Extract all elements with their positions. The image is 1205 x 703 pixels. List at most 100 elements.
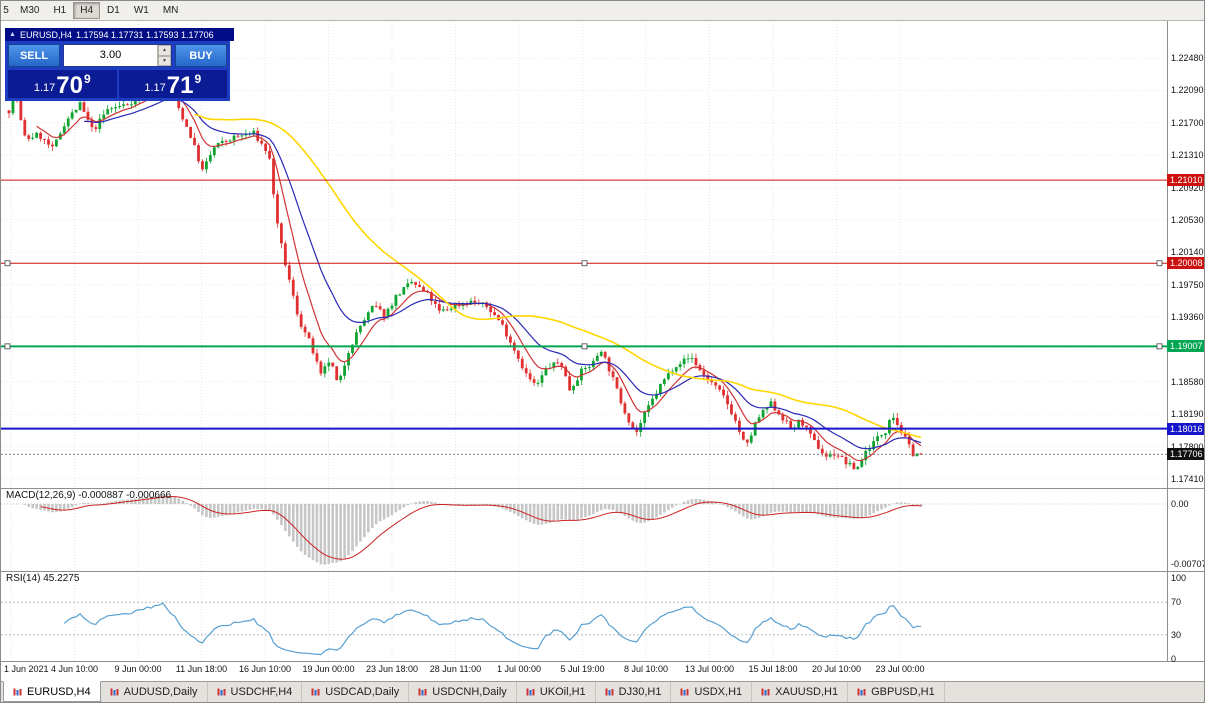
chart-tab-label: AUDUSD,Daily bbox=[123, 686, 198, 698]
price-tick: 1.22090 bbox=[1171, 85, 1204, 96]
horizontal-level-lines bbox=[1, 179, 1167, 455]
quote-ohlc: 1.17594 1.17731 1.17593 1.17706 bbox=[75, 29, 214, 40]
rsi-indicator bbox=[1, 601, 1167, 656]
time-axis[interactable]: 1 Jun 2021 4 Jun 10:00 9 Jun 00:00 11 Jun 1… bbox=[1, 663, 1167, 679]
moving-averages bbox=[36, 90, 922, 462]
chart-tab-ukoil-h1[interactable]: UKOil,H1 bbox=[517, 682, 596, 702]
chart-icon bbox=[311, 687, 321, 697]
collapse-arrow-icon[interactable]: ▲ bbox=[9, 31, 16, 38]
sell-price-prefix: 1.17 bbox=[33, 82, 56, 94]
chart-tab-label: USDX,H1 bbox=[694, 686, 743, 698]
time-label: 1 Jul 00:00 bbox=[496, 664, 542, 674]
price-tick: 1.19750 bbox=[1171, 279, 1204, 290]
chart-tab-xauusd-h1[interactable]: XAUUSD,H1 bbox=[752, 682, 849, 702]
price-tick: 1.20530 bbox=[1171, 214, 1204, 225]
quote-symbol: EURUSD,H4 bbox=[19, 29, 72, 40]
time-label: 8 Jul 10:00 bbox=[623, 664, 669, 674]
time-label: 1 Jun 2021 bbox=[4, 664, 49, 674]
time-label: 4 Jun 10:00 bbox=[50, 664, 99, 674]
chart-tab-label: EURUSD,H4 bbox=[27, 685, 91, 698]
chart-tab-gbpusd-h1[interactable]: GBPUSD,H1 bbox=[848, 682, 945, 702]
price-level-badge: 1.19007 bbox=[1167, 340, 1204, 353]
price-tick: 1.19360 bbox=[1171, 312, 1204, 323]
timeframe-toolbar: 5 M30 H1 H4 D1 W1 MN bbox=[1, 1, 1204, 21]
sell-price[interactable]: 1.17 70 9 bbox=[8, 70, 117, 98]
price-tick: 1.17800 bbox=[1171, 441, 1204, 452]
chart-tab-label: GBPUSD,H1 bbox=[871, 686, 935, 698]
chart-icon bbox=[526, 687, 536, 697]
price-tick: 1.18580 bbox=[1171, 376, 1204, 387]
volume-up-button[interactable]: ▲ bbox=[158, 45, 171, 56]
time-label: 28 Jun 11:00 bbox=[429, 664, 482, 674]
price-tick: 1.21310 bbox=[1171, 150, 1204, 161]
chart-icon bbox=[110, 687, 120, 697]
chart-icon bbox=[761, 687, 771, 697]
price-tick: 1.20140 bbox=[1171, 247, 1204, 258]
volume-arrows: ▲ ▼ bbox=[157, 45, 171, 66]
chart-tab-label: USDCAD,Daily bbox=[325, 686, 400, 698]
time-label: 20 Jul 10:00 bbox=[811, 664, 862, 674]
buy-price[interactable]: 1.17 71 9 bbox=[118, 70, 227, 99]
chart-icon bbox=[857, 687, 867, 697]
macd-axis-label: -0.00707 bbox=[1171, 558, 1205, 569]
timeframe-button-h4[interactable]: H4 bbox=[73, 2, 101, 19]
time-label: 5 Jul 19:00 bbox=[560, 664, 605, 674]
buy-price-sup: 9 bbox=[194, 72, 202, 86]
time-label: 23 Jun 18:00 bbox=[365, 664, 419, 674]
one-click-trading-panel: SELL 3.00 ▲ ▼ BUY 1.17 70 9 1.17 71 9 bbox=[5, 41, 230, 101]
chart-tab-label: USDCNH,Daily bbox=[432, 686, 507, 698]
rsi-axis-label: 30 bbox=[1171, 629, 1182, 640]
macd-label: MACD(12,26,9) -0.000887 -0.000666 bbox=[6, 490, 172, 501]
timeframe-button-5[interactable]: 5 bbox=[1, 2, 13, 19]
price-level-badge: 1.20008 bbox=[1167, 257, 1204, 270]
timeframe-button-d1[interactable]: D1 bbox=[100, 2, 127, 19]
chart-tab-usdchf-h4[interactable]: USDCHF,H4 bbox=[208, 682, 303, 702]
chart-tab-usdcnh-daily[interactable]: USDCNH,Daily bbox=[409, 682, 517, 702]
buy-button[interactable]: BUY bbox=[175, 44, 227, 67]
sell-button[interactable]: SELL bbox=[8, 44, 60, 67]
time-label: 11 Jun 18:00 bbox=[175, 664, 228, 674]
volume-spinner[interactable]: 3.00 ▲ ▼ bbox=[63, 44, 172, 67]
timeframe-button-m30[interactable]: M30 bbox=[13, 2, 46, 19]
quote-strip[interactable]: ▲ EURUSD,H4 1.17594 1.17731 1.17593 1.17… bbox=[5, 28, 234, 41]
sell-price-big: 70 bbox=[56, 72, 83, 99]
chart-tab-audusd-daily[interactable]: AUDUSD,Daily bbox=[101, 682, 208, 702]
rsi-axis-label: 100 bbox=[1171, 573, 1187, 583]
time-label: 9 Jun 00:00 bbox=[114, 664, 162, 674]
chart-tab-eurusd-h4[interactable]: EURUSD,H4 bbox=[3, 681, 101, 702]
time-label: 19 Jun 00:00 bbox=[302, 664, 355, 674]
volume-value[interactable]: 3.00 bbox=[99, 49, 122, 61]
buy-price-prefix: 1.17 bbox=[144, 82, 166, 94]
rsi-axis-label: 0 bbox=[1171, 654, 1177, 664]
price-axis[interactable]: 1.22480 1.22090 1.21700 1.21310 1.20920 1.205… bbox=[1167, 20, 1205, 664]
chart-icon bbox=[217, 687, 227, 697]
time-label: 16 Jun 10:00 bbox=[238, 664, 292, 674]
chart-tab-usdcad-daily[interactable]: USDCAD,Daily bbox=[302, 682, 410, 702]
timeframe-button-w1[interactable]: W1 bbox=[127, 2, 156, 19]
grid-lines bbox=[1, 21, 1167, 661]
time-label: 15 Jul 18:00 bbox=[748, 664, 798, 674]
chart-tab-label: XAUUSD,H1 bbox=[775, 686, 839, 698]
chart-tab-label: DJ30,H1 bbox=[618, 686, 662, 698]
chart-icon bbox=[418, 687, 428, 697]
price-tick: 1.18190 bbox=[1171, 409, 1204, 420]
price-level-badge: 1.21010 bbox=[1167, 174, 1204, 187]
volume-down-button[interactable]: ▼ bbox=[158, 55, 171, 66]
macd-indicator bbox=[1, 495, 1167, 565]
time-label: 23 Jul 00:00 bbox=[875, 664, 925, 674]
price-level-badge: 1.18016 bbox=[1167, 422, 1204, 435]
timeframe-button-mn[interactable]: MN bbox=[156, 2, 186, 19]
macd-axis-label: 0.00 bbox=[1171, 499, 1189, 509]
time-label: 13 Jul 00:00 bbox=[684, 664, 735, 674]
chart-tab-label: UKOil,H1 bbox=[539, 686, 586, 698]
chart-icon bbox=[13, 687, 23, 697]
price-level-badge: 1.17706 bbox=[1167, 448, 1204, 461]
price-tick: 1.21700 bbox=[1171, 117, 1204, 128]
price-tick: 1.17410 bbox=[1171, 473, 1204, 484]
chart-tab-usdx-h1[interactable]: USDX,H1 bbox=[671, 682, 753, 702]
chart-tab-dj30-h1[interactable]: DJ30,H1 bbox=[596, 682, 672, 702]
timeframe-button-h1[interactable]: H1 bbox=[46, 2, 73, 19]
buy-price-big: 71 bbox=[166, 72, 194, 99]
